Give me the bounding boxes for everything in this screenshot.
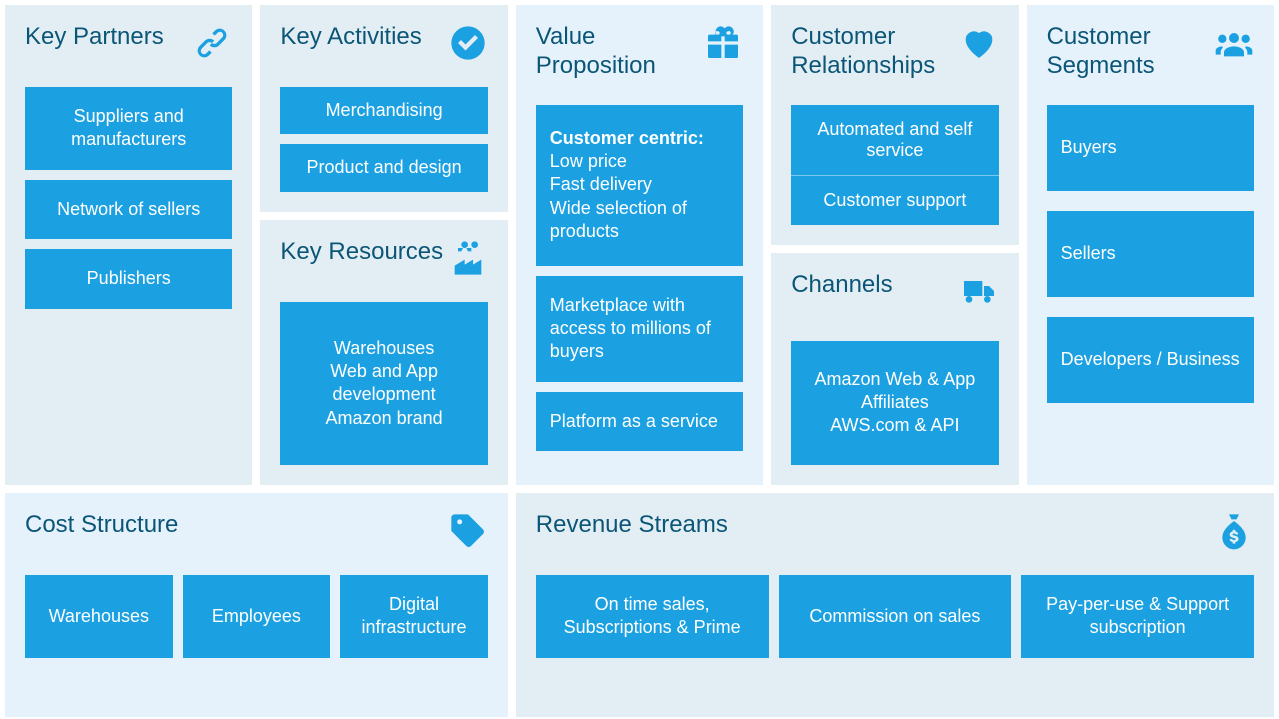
- col-activities-resources: Key Activities Merchandising Product and…: [260, 5, 507, 485]
- panel-revenue-streams: Revenue Streams On time sales, Subscript…: [516, 493, 1274, 717]
- gift-icon: [703, 23, 743, 63]
- panel-title: Key Partners: [25, 23, 164, 52]
- panel-title: Revenue Streams: [536, 511, 728, 540]
- card-item: Employees: [183, 575, 331, 658]
- card-line: Affiliates: [861, 391, 929, 414]
- card-item: On time sales, Subscriptions & Prime: [536, 575, 769, 658]
- panel-title: Customer Segments: [1047, 23, 1214, 81]
- card-line: Customer support: [791, 176, 998, 225]
- card-line: Warehouses: [334, 337, 434, 360]
- card-item: Suppliers and manufacturers: [25, 87, 232, 170]
- card-item: Buyers: [1047, 105, 1254, 191]
- card-line: Automated and self service: [791, 105, 998, 176]
- card-line: Wide selection of products: [550, 197, 729, 244]
- panel-title: Cost Structure: [25, 511, 178, 540]
- panel-title: Customer Relationships: [791, 23, 958, 81]
- card-item: Developers / Business: [1047, 317, 1254, 403]
- users-icon: [1214, 23, 1254, 63]
- factory-icon: [448, 238, 488, 278]
- panel-customer-relationships: Customer Relationships Automated and sel…: [771, 5, 1018, 245]
- card-item: Warehouses: [25, 575, 173, 658]
- panel-title: Value Proposition: [536, 23, 703, 81]
- card-item: Digital infrastructure: [340, 575, 488, 658]
- panel-title: Key Activities: [280, 23, 421, 52]
- card-item: Merchandising: [280, 87, 487, 134]
- card-line: Amazon brand: [326, 407, 443, 430]
- card-line: Web and App development: [294, 360, 473, 407]
- panel-title: Channels: [791, 271, 892, 300]
- check-icon: [448, 23, 488, 63]
- card-item: Commission on sales: [779, 575, 1012, 658]
- card-line: Amazon Web & App: [815, 368, 976, 391]
- card-item: Product and design: [280, 144, 487, 191]
- card-heading: Customer centric:: [550, 127, 704, 150]
- card-item: Warehouses Web and App development Amazo…: [280, 302, 487, 465]
- card-line: AWS.com & API: [830, 414, 959, 437]
- panel-title: Key Resources: [280, 238, 443, 267]
- card-item: Platform as a service: [536, 392, 743, 451]
- tag-icon: [448, 511, 488, 551]
- panel-value-proposition: Value Proposition Customer centric: Low …: [516, 5, 763, 485]
- panel-key-activities: Key Activities Merchandising Product and…: [260, 5, 507, 212]
- heart-icon: [959, 23, 999, 63]
- card-item: Automated and self service Customer supp…: [791, 105, 998, 225]
- business-model-canvas: Key Partners Suppliers and manufacturers…: [5, 5, 1274, 714]
- panel-key-resources: Key Resources Warehouses Web and App dev…: [260, 220, 507, 485]
- card-item: Pay-per-use & Support subscription: [1021, 575, 1254, 658]
- card-line: Low price: [550, 150, 627, 173]
- card-item: Sellers: [1047, 211, 1254, 297]
- panel-channels: Channels Amazon Web & App Affiliates AWS…: [771, 253, 1018, 485]
- panel-cost-structure: Cost Structure Warehouses Employees Digi…: [5, 493, 508, 717]
- panel-key-partners: Key Partners Suppliers and manufacturers…: [5, 5, 252, 485]
- card-item: Network of sellers: [25, 180, 232, 239]
- card-item: Amazon Web & App Affiliates AWS.com & AP…: [791, 341, 998, 465]
- link-icon: [192, 23, 232, 63]
- card-item: Marketplace with access to millions of b…: [536, 276, 743, 382]
- truck-icon: [959, 271, 999, 311]
- col-relationships-channels: Customer Relationships Automated and sel…: [771, 5, 1018, 485]
- panel-customer-segments: Customer Segments Buyers Sellers Develop…: [1027, 5, 1274, 485]
- card-item: Publishers: [25, 249, 232, 308]
- card-item: Customer centric: Low price Fast deliver…: [536, 105, 743, 266]
- moneybag-icon: [1214, 511, 1254, 551]
- card-line: Fast delivery: [550, 173, 652, 196]
